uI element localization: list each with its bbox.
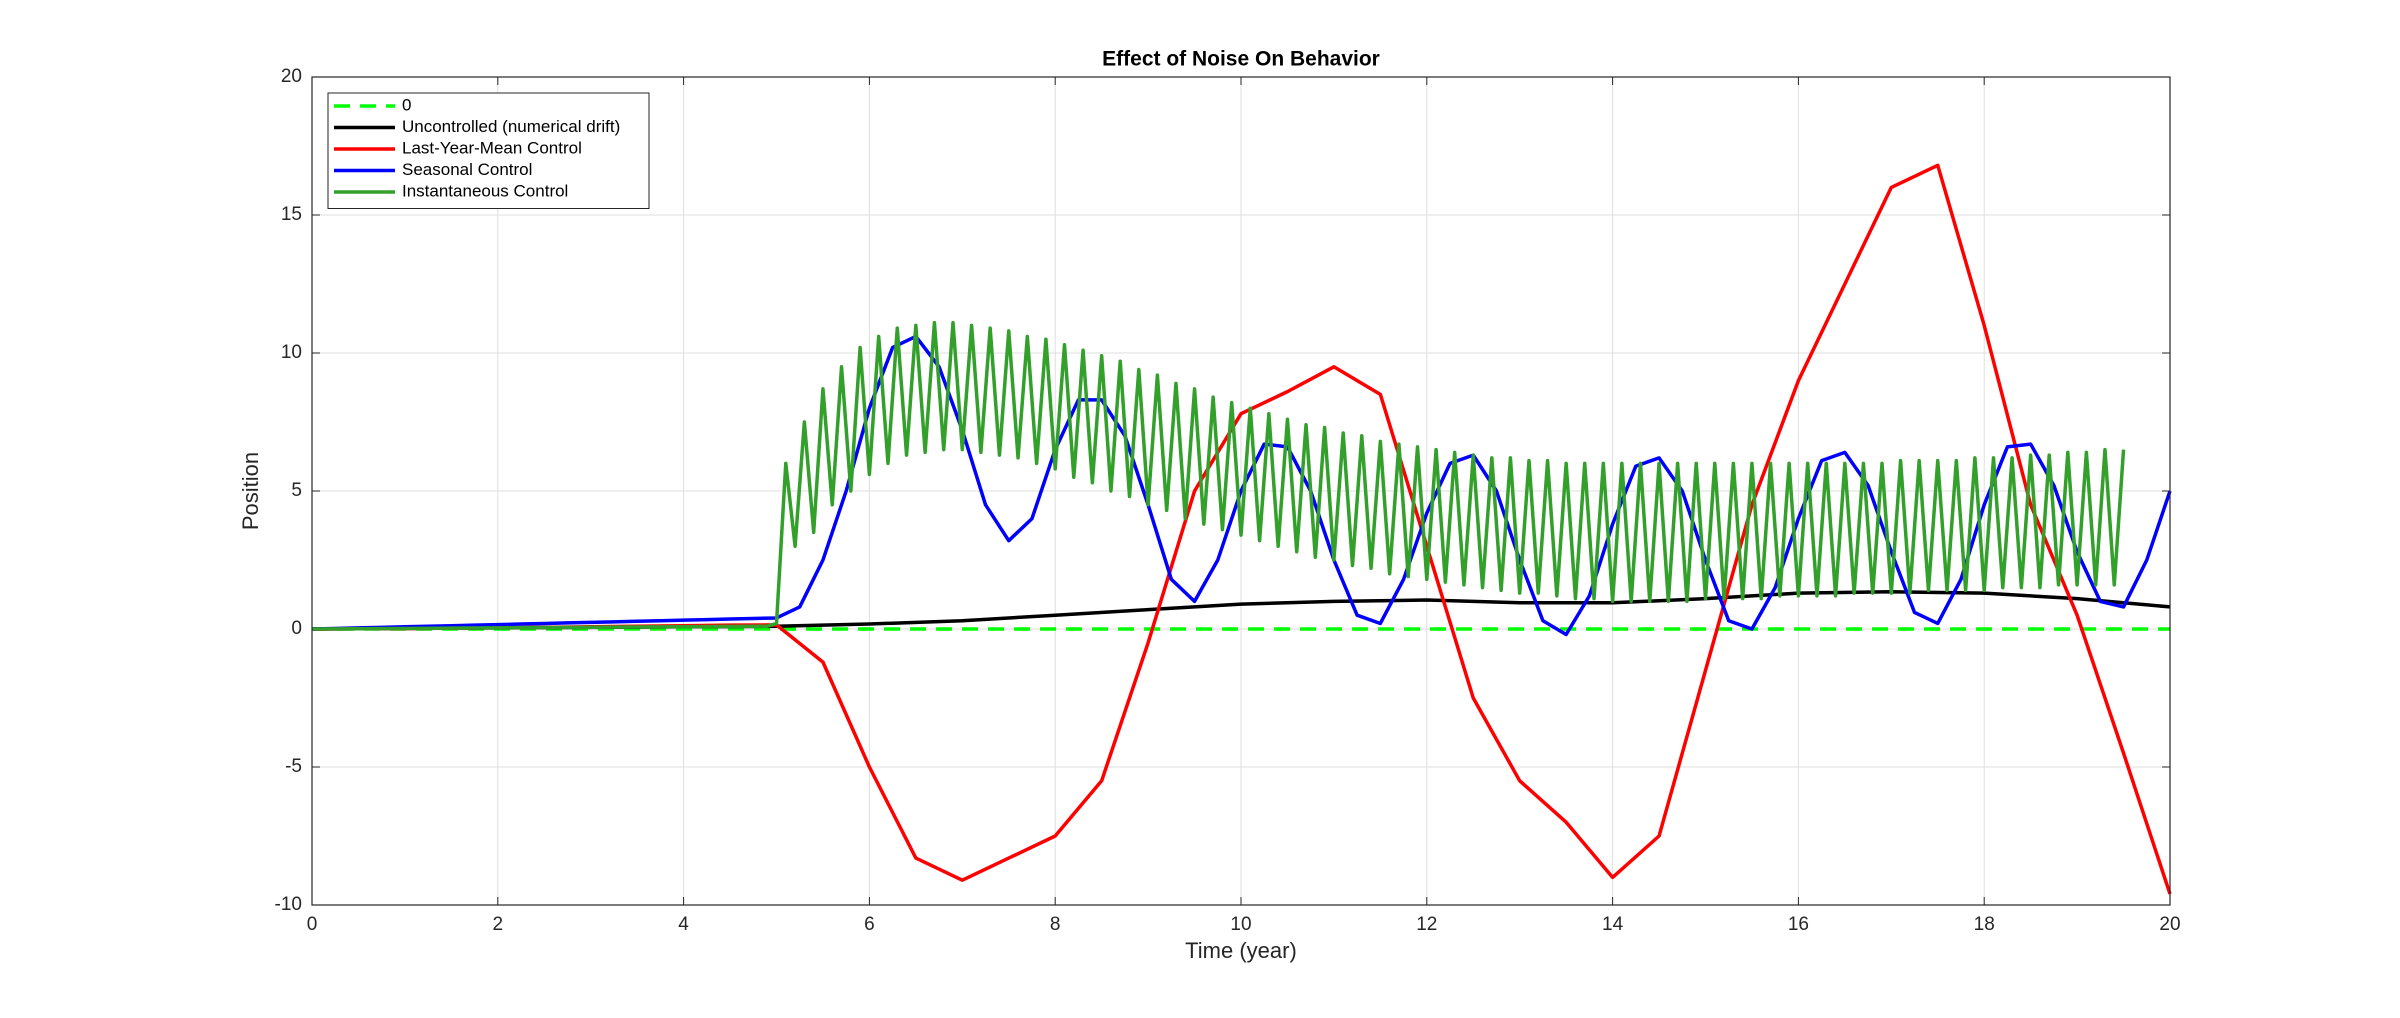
y-tick-label: -5 [285, 756, 302, 777]
y-tick-label: 20 [281, 66, 302, 87]
y-tick-label: 10 [281, 342, 302, 363]
x-tick-label: 4 [678, 914, 689, 935]
legend-label: Last-Year-Mean Control [402, 138, 582, 157]
chart-title: Effect of Noise On Behavior [1102, 48, 1380, 71]
legend: 0 Uncontrolled (numerical drift) Last-Year… [327, 92, 650, 209]
x-tick-label: 10 [1230, 914, 1251, 935]
x-tick-label: 12 [1416, 914, 1437, 935]
x-tick-label: 0 [307, 914, 318, 935]
x-tick-label: 16 [1788, 914, 1809, 935]
legend-label: Uncontrolled (numerical drift) [402, 117, 620, 136]
x-tick-label: 14 [1602, 914, 1624, 935]
x-axis-label: Time (year) [1185, 938, 1297, 963]
legend-label: Instantaneous Control [402, 181, 568, 200]
x-tick-label: 6 [864, 914, 875, 935]
line-series [311, 334, 2172, 637]
y-tick-label: 5 [291, 480, 302, 501]
legend-label: Seasonal Control [402, 160, 532, 179]
x-tick-label: 2 [493, 914, 504, 935]
y-tick-label: -10 [275, 894, 302, 915]
line-series [311, 320, 2126, 631]
y-tick-label: 15 [281, 204, 302, 225]
y-axis-label: Position [238, 452, 263, 530]
x-tick-label: 8 [1050, 914, 1061, 935]
x-tick-label: 20 [2159, 914, 2180, 935]
x-tick-label: 18 [1974, 914, 1995, 935]
y-tick-label: 0 [291, 618, 302, 639]
plot-frame [311, 76, 2171, 906]
legend-label: 0 [402, 95, 411, 114]
